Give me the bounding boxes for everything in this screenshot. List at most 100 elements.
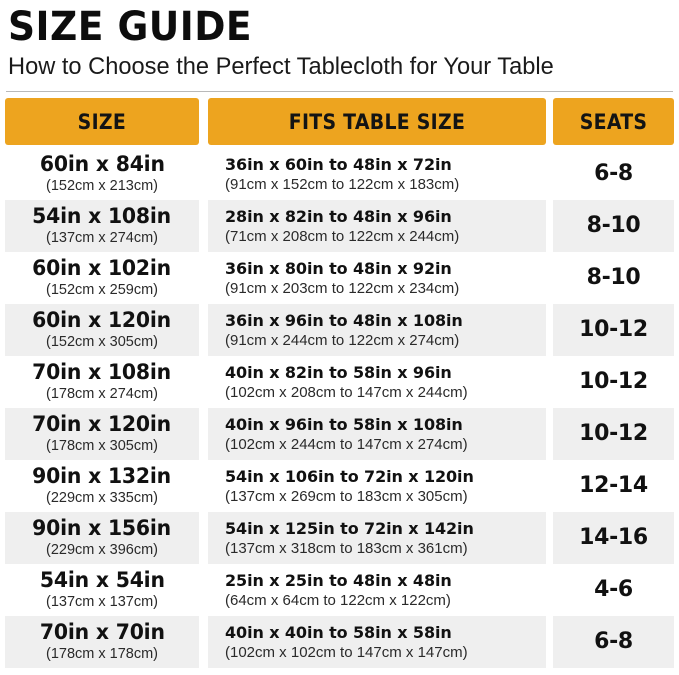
- column-gap: [546, 148, 553, 200]
- column-gap: [199, 252, 208, 304]
- fits-centimeters: (137cm x 269cm to 183cm x 305cm): [225, 487, 468, 505]
- size-inches: 54in x 54in: [39, 568, 165, 592]
- column-header-label: FITS TABLE SIZE: [288, 109, 466, 134]
- table-row: 60in x 120in (152cm x 305cm) 36in x 96in…: [5, 304, 674, 356]
- cell-fits-table-size: 25in x 25in to 48in x 48in (64cm x 64cm …: [208, 564, 546, 616]
- table-row: 70in x 120in (178cm x 305cm) 40in x 96in…: [5, 408, 674, 460]
- column-header-fits-table-size: FITS TABLE SIZE: [208, 98, 546, 145]
- size-centimeters: (229cm x 335cm): [45, 490, 158, 506]
- cell-size: 70in x 70in (178cm x 178cm): [5, 616, 199, 668]
- column-gap: [199, 460, 208, 512]
- cell-seats: 10-12: [553, 408, 674, 460]
- cell-size: 60in x 84in (152cm x 213cm): [5, 148, 199, 200]
- table-row: 70in x 108in (178cm x 274cm) 40in x 82in…: [5, 356, 674, 408]
- size-inches: 60in x 84in: [39, 152, 165, 176]
- size-inches: 54in x 108in: [32, 204, 172, 228]
- cell-fits-table-size: 54in x 106in to 72in x 120in (137cm x 26…: [208, 460, 546, 512]
- fits-inches: 40in x 40in to 58in x 58in: [225, 622, 452, 642]
- size-inches: 60in x 102in: [32, 256, 172, 280]
- cell-size: 54in x 54in (137cm x 137cm): [5, 564, 199, 616]
- cell-size: 90in x 156in (229cm x 396cm): [5, 512, 199, 564]
- fits-centimeters: (91cm x 244cm to 122cm x 274cm): [225, 331, 460, 349]
- cell-seats: 10-12: [553, 304, 674, 356]
- size-centimeters: (178cm x 274cm): [45, 386, 158, 402]
- cell-seats: 8-10: [553, 252, 674, 304]
- seats-count: 8-10: [586, 213, 641, 238]
- header-divider: [6, 91, 673, 92]
- column-gap: [199, 512, 208, 564]
- seats-count: 10-12: [579, 369, 648, 394]
- cell-size: 90in x 132in (229cm x 335cm): [5, 460, 199, 512]
- size-centimeters: (178cm x 178cm): [45, 646, 158, 662]
- column-gap: [199, 98, 208, 145]
- cell-seats: 8-10: [553, 200, 674, 252]
- cell-fits-table-size: 36in x 60in to 48in x 72in (91cm x 152cm…: [208, 148, 546, 200]
- seats-count: 14-16: [579, 525, 648, 550]
- cell-seats: 10-12: [553, 356, 674, 408]
- size-centimeters: (178cm x 305cm): [45, 438, 158, 454]
- fits-inches: 40in x 96in to 58in x 108in: [225, 414, 463, 434]
- table-row: 54in x 108in (137cm x 274cm) 28in x 82in…: [5, 200, 674, 252]
- size-centimeters: (229cm x 396cm): [45, 542, 158, 558]
- fits-centimeters: (71cm x 208cm to 122cm x 244cm): [225, 227, 460, 245]
- fits-centimeters: (64cm x 64cm to 122cm x 122cm): [225, 591, 451, 609]
- page-header: SIZE GUIDE How to Choose the Perfect Tab…: [0, 0, 679, 82]
- fits-centimeters: (102cm x 208cm to 147cm x 244cm): [225, 383, 468, 401]
- cell-size: 70in x 108in (178cm x 274cm): [5, 356, 199, 408]
- size-centimeters: (137cm x 137cm): [45, 594, 158, 610]
- size-centimeters: (152cm x 305cm): [45, 334, 158, 350]
- column-gap: [546, 304, 553, 356]
- seats-count: 12-14: [579, 473, 648, 498]
- column-gap: [199, 408, 208, 460]
- fits-centimeters: (102cm x 102cm to 147cm x 147cm): [225, 643, 468, 661]
- table-row: 70in x 70in (178cm x 178cm) 40in x 40in …: [5, 616, 674, 668]
- page-subtitle: How to Choose the Perfect Tablecloth for…: [8, 53, 554, 80]
- column-gap: [546, 564, 553, 616]
- fits-inches: 54in x 125in to 72in x 142in: [225, 518, 474, 538]
- cell-seats: 4-6: [553, 564, 674, 616]
- column-gap: [546, 616, 553, 668]
- cell-fits-table-size: 36in x 80in to 48in x 92in (91cm x 203cm…: [208, 252, 546, 304]
- table-row: 90in x 132in (229cm x 335cm) 54in x 106i…: [5, 460, 674, 512]
- column-gap: [546, 252, 553, 304]
- column-gap: [546, 356, 553, 408]
- fits-centimeters: (102cm x 244cm to 147cm x 274cm): [225, 435, 468, 453]
- fits-inches: 25in x 25in to 48in x 48in: [225, 570, 452, 590]
- column-gap: [199, 564, 208, 616]
- cell-size: 70in x 120in (178cm x 305cm): [5, 408, 199, 460]
- cell-fits-table-size: 40in x 40in to 58in x 58in (102cm x 102c…: [208, 616, 546, 668]
- size-centimeters: (137cm x 274cm): [45, 230, 158, 246]
- fits-inches: 36in x 96in to 48in x 108in: [225, 310, 463, 330]
- size-inches: 90in x 132in: [32, 464, 172, 488]
- column-header-seats: SEATS: [553, 98, 674, 145]
- size-inches: 70in x 120in: [32, 412, 172, 436]
- cell-size: 60in x 120in (152cm x 305cm): [5, 304, 199, 356]
- fits-inches: 28in x 82in to 48in x 96in: [225, 206, 452, 226]
- column-header-label: SEATS: [579, 109, 648, 134]
- column-header-size: SIZE: [5, 98, 199, 145]
- fits-inches: 54in x 106in to 72in x 120in: [225, 466, 474, 486]
- cell-seats: 6-8: [553, 148, 674, 200]
- size-centimeters: (152cm x 259cm): [45, 282, 158, 298]
- column-gap: [199, 616, 208, 668]
- fits-inches: 36in x 80in to 48in x 92in: [225, 258, 452, 278]
- column-gap: [199, 148, 208, 200]
- cell-seats: 14-16: [553, 512, 674, 564]
- size-inches: 70in x 108in: [32, 360, 172, 384]
- column-gap: [546, 408, 553, 460]
- seats-count: 6-8: [594, 629, 633, 654]
- column-gap: [546, 200, 553, 252]
- cell-fits-table-size: 40in x 82in to 58in x 96in (102cm x 208c…: [208, 356, 546, 408]
- fits-centimeters: (91cm x 152cm to 122cm x 183cm): [225, 175, 460, 193]
- fits-inches: 36in x 60in to 48in x 72in: [225, 154, 452, 174]
- column-gap: [199, 356, 208, 408]
- seats-count: 6-8: [594, 161, 633, 186]
- seats-count: 10-12: [579, 421, 648, 446]
- cell-seats: 6-8: [553, 616, 674, 668]
- column-gap: [546, 512, 553, 564]
- page-title: SIZE GUIDE: [8, 4, 253, 50]
- size-inches: 90in x 156in: [32, 516, 172, 540]
- cell-size: 60in x 102in (152cm x 259cm): [5, 252, 199, 304]
- column-header-label: SIZE: [77, 109, 127, 134]
